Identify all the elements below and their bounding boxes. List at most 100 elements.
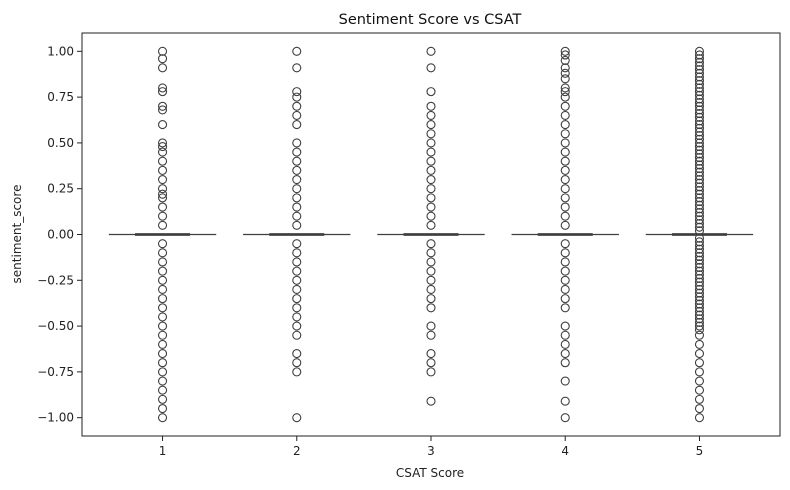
outlier-point [157,156,168,166]
outlier-point [694,237,705,247]
outlier-point [694,149,705,159]
outlier-point [157,105,168,115]
outlier-point [426,63,436,73]
x-tick-label: 5 [696,444,704,458]
outlier-point [157,202,168,212]
outlier-point [694,164,705,174]
outlier-point [426,211,436,221]
box-group-1 [108,46,217,423]
plot-area: −1.00 −0.75 −0.50 −0.25 0.00 0.25 0.50 0.75 1.00… [37,32,781,458]
outlier-point [694,270,705,280]
outlier-point [694,200,705,210]
outlier-point [694,385,705,395]
outlier-point [426,257,436,267]
outlier-point [426,266,436,276]
outlier-point [694,98,705,108]
outlier-point [694,262,705,273]
outlier-point [292,184,302,194]
y-tick-label: 1.00 [47,44,74,58]
outlier-point [694,292,705,302]
outlier-point [560,63,570,73]
outlier-point [426,239,436,249]
outlier-point [426,184,436,194]
outlier-point [560,138,570,148]
outlier-point [157,312,168,322]
outlier-point [292,257,302,267]
outlier-point [292,101,302,111]
outlier-point [560,339,570,349]
outlier-point [426,110,436,120]
outlier-point [694,358,705,368]
outlier-point [292,413,302,423]
outlier-point [694,182,705,192]
outlier-point [292,321,302,331]
outlier-point [292,275,302,285]
chart-title: Sentiment Score vs CSAT [339,12,522,28]
outlier-point [694,167,705,177]
outlier-point [694,105,705,115]
outlier-point [560,193,570,203]
outlier-point [560,294,570,304]
outlier-point [694,90,705,100]
outlier-point [694,314,705,324]
outlier-point [426,275,436,285]
outlier-point [694,134,705,144]
outlier-point [560,156,570,166]
outlier-point [426,349,436,359]
outlier-point [694,193,705,203]
outlier-point [292,156,302,166]
outlier-point [157,385,168,395]
outlier-point [157,120,168,130]
outlier-point [292,147,302,157]
outlier-point [157,349,168,359]
outlier-point [426,165,436,175]
y-tick-label: −1.00 [37,411,74,425]
outlier-point [426,129,436,139]
outlier-point [157,248,168,258]
outlier-point [694,207,705,218]
outlier-point [694,273,705,284]
outlier-point [694,54,705,64]
outlier-point [157,138,168,148]
box-iqr [537,233,593,236]
outlier-point [157,193,168,203]
outlier-point [694,255,705,265]
outlier-point [157,275,168,285]
outlier-point [694,403,705,414]
outlier-point [694,321,705,331]
outlier-point [694,211,705,221]
outlier-point [694,145,705,155]
outlier-point [560,184,570,194]
outlier-point [157,239,168,249]
outlier-point [560,396,570,406]
x-tick-label: 4 [561,444,569,458]
outlier-point [560,358,570,368]
outlier-point [157,403,168,414]
outlier-point [560,284,570,295]
outlier-point [560,110,570,120]
outlier-point [157,165,168,175]
outlier-point [292,284,302,295]
outlier-point [694,87,705,97]
outlier-point [694,330,705,340]
outlier-point [292,46,302,56]
outlier-point [560,165,570,175]
outlier-point [694,259,705,269]
outlier-point [292,110,302,120]
box-iqr [403,233,459,236]
outlier-point [694,310,705,320]
outlier-point [694,288,705,298]
outlier-point [694,185,705,196]
outlier-point [694,127,705,137]
outlier-point [694,156,705,166]
outlier-point [560,174,570,185]
y-tick-label: 0.25 [47,182,74,196]
box-iqr [135,233,191,236]
outlier-point [157,87,168,97]
outlier-point [157,184,168,194]
outlier-point [560,74,570,84]
outlier-point [157,147,168,157]
